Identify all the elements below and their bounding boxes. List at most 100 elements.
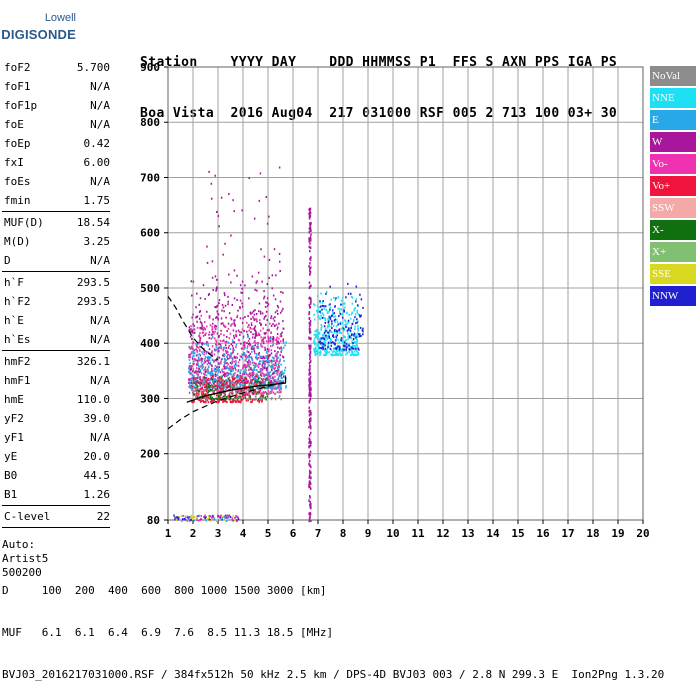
echo-point-vo xyxy=(238,331,241,334)
echo-point-vo xyxy=(199,332,201,335)
echo-point-spread xyxy=(309,381,312,384)
echo-point-w xyxy=(189,335,192,338)
echo-point-w xyxy=(241,376,243,379)
echo-point-vo xyxy=(247,379,250,382)
echo-point-vo xyxy=(258,389,261,392)
echo-point-w xyxy=(258,199,261,202)
echo-point-e xyxy=(280,349,283,352)
profile-curves xyxy=(167,295,287,430)
echo-point-e xyxy=(237,370,239,373)
echo-point-nne xyxy=(324,331,327,334)
echo-point-e xyxy=(229,348,232,351)
echo-point-low xyxy=(232,519,234,522)
echo-point-nne xyxy=(341,303,343,306)
echo-point-w xyxy=(201,342,203,345)
echo-point-vo xyxy=(247,399,249,402)
echo-point-nnw xyxy=(336,330,339,333)
echo-point-e xyxy=(269,371,271,374)
echo-point-nne xyxy=(328,351,330,354)
echo-point-x xyxy=(197,395,199,398)
echo-point-noval xyxy=(206,397,209,400)
echo-point-w xyxy=(257,353,260,356)
echo-point-e xyxy=(268,364,270,367)
echo-point-noval xyxy=(240,391,243,394)
echo-point-w xyxy=(188,365,191,368)
echo-point-w xyxy=(244,366,247,369)
param-row: yE 20.0 xyxy=(2,447,110,466)
echo-point-nne xyxy=(317,315,320,318)
echo-point-spread xyxy=(308,482,311,485)
echo-point-w xyxy=(261,357,263,360)
echo-point-w xyxy=(268,215,270,218)
echo-point-vo xyxy=(188,354,190,357)
echo-point-w xyxy=(225,351,228,354)
echo-point-noval xyxy=(274,392,277,395)
echo-point-vo xyxy=(246,321,248,324)
echo-point-nne xyxy=(348,327,351,330)
echo-point-vo xyxy=(205,395,208,398)
echo-point-w xyxy=(269,381,272,384)
echo-point-spread xyxy=(309,344,312,347)
echo-point-nne xyxy=(345,312,348,315)
echo-point-w xyxy=(216,310,218,313)
echo-point-spread xyxy=(309,222,311,225)
echo-point-vo xyxy=(234,377,237,380)
echo-point-e xyxy=(253,367,255,370)
echo-point-vo xyxy=(205,377,208,380)
echo-point-nne xyxy=(324,354,326,357)
echo-point-vo xyxy=(276,391,279,394)
echo-point-nne xyxy=(331,313,334,316)
echo-point-w xyxy=(240,342,242,345)
param-row: foF1 N/A xyxy=(2,77,110,96)
echo-point-nne xyxy=(333,347,335,350)
echo-point-w xyxy=(201,342,204,345)
echo-point-noval xyxy=(232,385,234,388)
echo-point-e xyxy=(197,356,200,359)
echo-point-e xyxy=(271,384,274,387)
echo-point-w xyxy=(208,337,211,340)
echo-point-w xyxy=(251,336,254,339)
echo-point-noval xyxy=(246,397,248,400)
echo-point-w xyxy=(254,336,256,339)
echo-point-vo xyxy=(205,397,207,400)
echo-point-w xyxy=(266,366,269,369)
echo-point-w xyxy=(252,333,254,336)
echo-point-vo xyxy=(199,339,201,342)
echo-point-w xyxy=(270,379,273,382)
echo-point-noval xyxy=(233,382,235,385)
echo-point-low xyxy=(225,514,227,517)
param-value: N/A xyxy=(90,314,110,327)
echo-point-e xyxy=(269,387,272,390)
echo-point-spread xyxy=(310,502,312,506)
echo-point-e xyxy=(252,345,255,348)
echo-point-vo xyxy=(219,396,221,399)
echo-point-spread xyxy=(308,519,310,523)
echo-point-nne xyxy=(315,350,318,353)
echo-point-nnw xyxy=(358,335,361,338)
echo-point-e xyxy=(277,376,280,379)
echo-point-nne xyxy=(320,292,322,295)
echo-point-vo xyxy=(260,336,262,339)
echo-point-w xyxy=(265,368,268,371)
echo-point-nnw xyxy=(322,300,324,303)
echo-point-nne xyxy=(355,350,358,353)
echo-point-nnw xyxy=(340,339,343,342)
echo-point-w xyxy=(221,309,223,312)
param-value: 18.54 xyxy=(76,216,110,229)
echo-point-e xyxy=(195,379,197,382)
echo-point-x xyxy=(257,398,260,401)
echo-point-w xyxy=(260,248,262,251)
echo-point-vo xyxy=(198,393,200,396)
echo-point-low xyxy=(225,519,228,522)
echo-point-w xyxy=(241,287,243,290)
echo-point-spread xyxy=(308,237,310,240)
echo-point-w xyxy=(264,360,266,363)
echo-point-w xyxy=(201,326,203,329)
echo-point-nne xyxy=(345,338,347,341)
echo-point-vo xyxy=(239,379,242,382)
echo-point-nne xyxy=(314,318,316,321)
echo-point-nne xyxy=(339,329,341,332)
echo-point-nne xyxy=(353,307,356,310)
echo-point-w xyxy=(254,325,257,328)
echo-point-w xyxy=(191,337,193,340)
